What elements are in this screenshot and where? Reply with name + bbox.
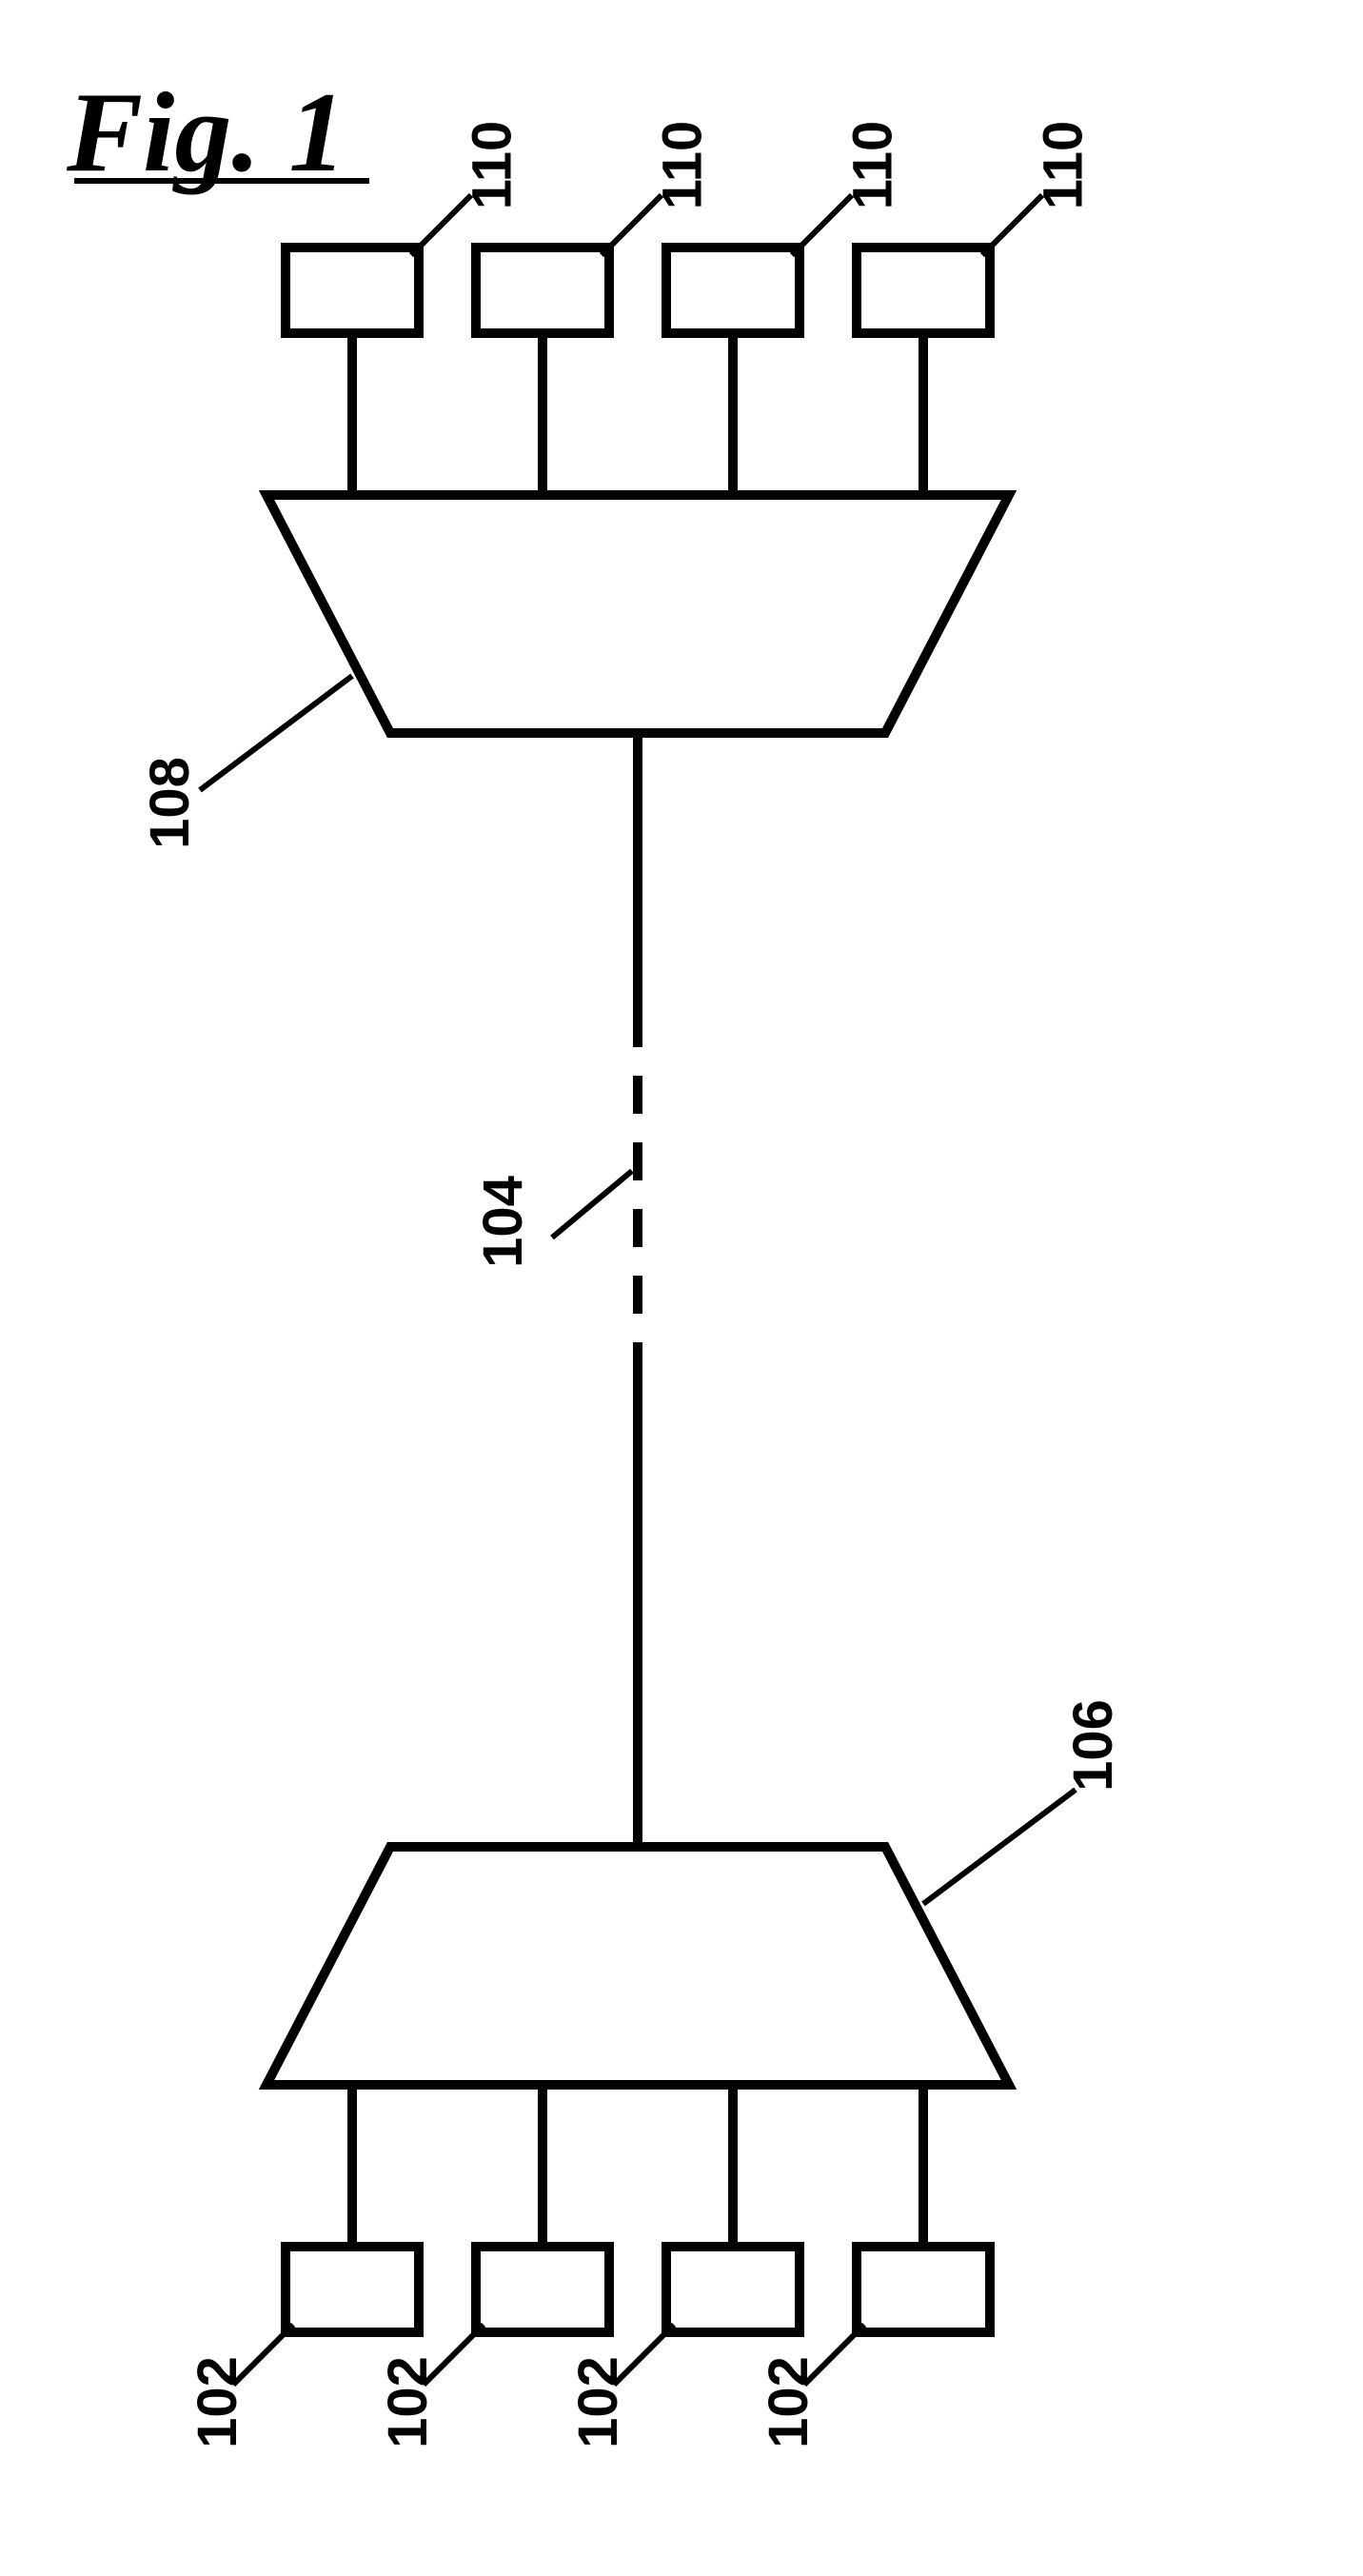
ref-102-0: 102 [186, 2356, 249, 2448]
ref-108: 108 [138, 757, 202, 849]
ref-102-1: 102 [376, 2356, 440, 2448]
ref-110-3: 110 [1031, 121, 1095, 210]
diagram-canvas: Fig. 1 102 102 102 102 110 110 110 110 104 106 108 [0, 0, 1363, 2576]
ref-102-2: 102 [566, 2356, 630, 2448]
diagram-svg [0, 0, 1363, 2576]
ref-110-2: 110 [840, 121, 904, 210]
ref-110-0: 110 [460, 121, 523, 210]
figure-title: Fig. 1 [67, 67, 346, 198]
ref-102-3: 102 [757, 2356, 820, 2448]
ref-110-1: 110 [650, 121, 714, 210]
ref-106: 106 [1061, 1699, 1125, 1792]
ref-104: 104 [471, 1176, 535, 1268]
